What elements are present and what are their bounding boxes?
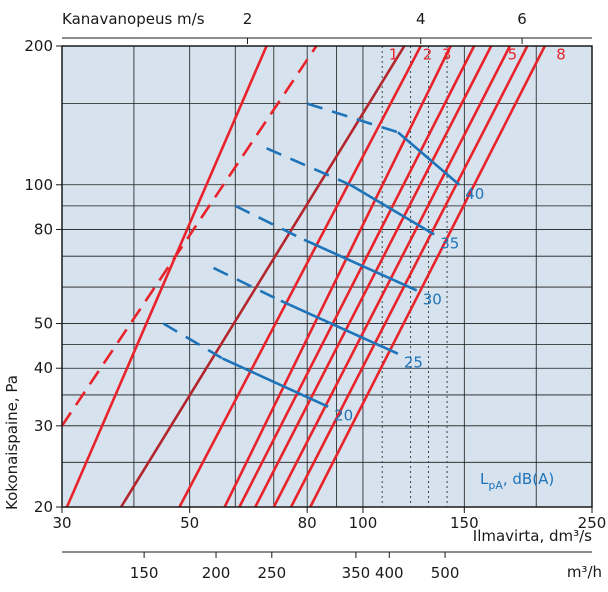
m3h-axis-title: m³/h bbox=[567, 563, 602, 581]
series-line bbox=[254, 45, 493, 508]
x-tick-label: 30 bbox=[52, 514, 71, 532]
y-tick-label: 40 bbox=[34, 359, 53, 377]
noise-line-dashed bbox=[212, 266, 282, 303]
y-tick-label: 200 bbox=[24, 37, 53, 55]
x-tick-label: 80 bbox=[298, 514, 317, 532]
series-label: 8 bbox=[556, 45, 566, 63]
x-tick-label: 250 bbox=[578, 514, 607, 532]
m3h-axis: 150 200 250 350 400 500 bbox=[62, 551, 592, 582]
noise-line-dashed bbox=[266, 147, 351, 186]
noise-line bbox=[303, 238, 418, 292]
series-line bbox=[238, 45, 476, 508]
y-tick-label: 80 bbox=[34, 220, 53, 238]
series-label: 1 bbox=[389, 45, 399, 63]
plot-frame bbox=[61, 45, 593, 508]
x-axis-title: Ilmavirta, dm³/s bbox=[473, 527, 592, 545]
noise-line-dashed bbox=[234, 204, 305, 241]
series-line bbox=[65, 45, 268, 508]
series-line bbox=[272, 45, 512, 508]
y-tick-label: 50 bbox=[34, 315, 53, 333]
series-label: 2 bbox=[423, 45, 433, 63]
top-axis: 2 4 6 bbox=[62, 10, 592, 44]
m3h-tick-label: 200 bbox=[202, 564, 231, 582]
m3h-tick-label: 500 bbox=[431, 564, 460, 582]
y-tick-label: 20 bbox=[34, 498, 53, 516]
series-line bbox=[223, 45, 452, 508]
noise-line bbox=[349, 183, 435, 236]
noise-label: 40 bbox=[465, 185, 484, 203]
m3h-tick-label: 250 bbox=[257, 564, 286, 582]
top-tick-label: 4 bbox=[416, 10, 426, 28]
x-tick-label: 100 bbox=[349, 514, 378, 532]
y-axis-title: Kokonaispaine, Pa bbox=[3, 375, 21, 510]
noise-line bbox=[280, 299, 399, 355]
noise-label: 20 bbox=[334, 407, 353, 425]
series-line bbox=[309, 45, 546, 508]
y-axis-ticks: 20 30 40 50 80 100 200 bbox=[24, 37, 62, 516]
noise-line-dashed bbox=[162, 322, 224, 360]
noise-label: 35 bbox=[440, 235, 459, 253]
series-label: 3 bbox=[442, 45, 452, 63]
noise-line bbox=[397, 131, 461, 186]
noise-line-dashed bbox=[306, 102, 399, 134]
y-tick-label: 100 bbox=[24, 176, 53, 194]
series-line bbox=[178, 45, 422, 508]
x-axis-ticks: 30 50 80 100 150 250 bbox=[52, 507, 606, 532]
top-tick-label: 6 bbox=[517, 10, 527, 28]
top-axis-title: Kanavanopeus m/s bbox=[62, 10, 205, 28]
series-lines bbox=[60, 45, 546, 508]
noise-label: 30 bbox=[423, 290, 442, 308]
top-tick-label: 2 bbox=[243, 10, 253, 28]
m3h-tick-label: 150 bbox=[130, 564, 159, 582]
x-tick-label: 50 bbox=[180, 514, 199, 532]
m3h-tick-label: 400 bbox=[375, 564, 404, 582]
noise-line bbox=[221, 357, 329, 408]
m3h-tick-label: 350 bbox=[342, 564, 371, 582]
noise-label: 25 bbox=[404, 354, 423, 372]
x-tick-label: 150 bbox=[450, 514, 479, 532]
plot-background bbox=[62, 46, 592, 507]
series-label: 5 bbox=[508, 45, 518, 63]
noise-labels: 20 25 30 35 40 bbox=[334, 185, 484, 425]
series-line bbox=[289, 45, 529, 508]
lpa-legend: LpA, dB(A) bbox=[480, 470, 554, 492]
grid bbox=[62, 46, 592, 507]
noise-level-lines bbox=[162, 102, 461, 408]
series-line bbox=[60, 45, 318, 427]
series-line bbox=[119, 45, 406, 508]
y-tick-label: 30 bbox=[34, 417, 53, 435]
